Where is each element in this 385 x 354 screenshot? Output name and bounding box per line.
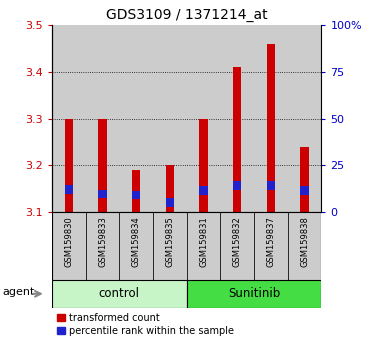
Bar [300,186,309,195]
Legend: transformed count, percentile rank within the sample: transformed count, percentile rank withi… [57,313,234,336]
Text: GSM159830: GSM159830 [64,216,73,267]
Bar [153,212,187,280]
Bar [166,198,174,207]
Bar [254,212,288,280]
Bar [233,182,241,190]
Text: GSM159833: GSM159833 [98,216,107,267]
Bar [288,212,321,280]
Bar [187,25,220,212]
Title: GDS3109 / 1371214_at: GDS3109 / 1371214_at [106,8,268,22]
Bar [300,147,309,212]
Bar [166,166,174,212]
Bar [199,119,208,212]
Bar [233,67,241,212]
Bar [98,190,107,198]
Bar [267,182,275,190]
Bar [65,119,73,212]
Text: GSM159838: GSM159838 [300,216,309,267]
Bar [85,212,119,280]
Text: agent: agent [3,287,35,297]
Text: control: control [99,287,140,300]
Text: GSM159834: GSM159834 [132,216,141,267]
Text: GSM159832: GSM159832 [233,216,242,267]
Bar [187,280,321,308]
Bar [119,25,153,212]
Bar [132,170,141,212]
Bar [52,25,85,212]
Text: GSM159831: GSM159831 [199,216,208,267]
Bar [288,25,321,212]
Bar [52,212,85,280]
Bar [187,212,220,280]
Bar [52,280,187,308]
Bar [153,25,187,212]
Bar [199,186,208,195]
Bar [119,212,153,280]
Bar [65,185,73,194]
Bar [132,191,141,199]
Bar [85,25,119,212]
Bar [98,119,107,212]
Bar [220,25,254,212]
Bar [267,44,275,212]
Bar [254,25,288,212]
Text: Sunitinib: Sunitinib [228,287,280,300]
Text: GSM159835: GSM159835 [166,216,174,267]
Bar [220,212,254,280]
Text: GSM159837: GSM159837 [266,216,275,267]
